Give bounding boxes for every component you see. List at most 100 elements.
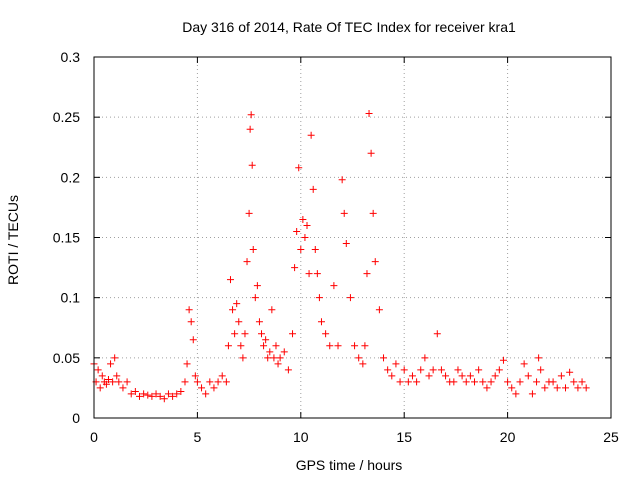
data-point: [342, 240, 350, 248]
y-tick-label: 0: [72, 410, 80, 426]
data-point: [104, 375, 112, 383]
grid-lines: [94, 57, 611, 418]
x-tick-label: 15: [396, 429, 412, 445]
data-point: [479, 378, 487, 386]
data-point: [148, 392, 156, 400]
data-point: [504, 378, 512, 386]
data-point: [392, 360, 400, 368]
data-point: [499, 356, 507, 364]
data-point: [224, 342, 232, 350]
data-point: [235, 318, 243, 326]
data-point: [367, 149, 375, 157]
data-point: [533, 378, 541, 386]
data-point: [578, 378, 586, 386]
data-point: [334, 342, 342, 350]
x-axis-label: GPS time / hours: [296, 457, 403, 473]
data-point: [303, 221, 311, 229]
data-point: [365, 110, 373, 118]
data-point: [421, 354, 429, 362]
data-point: [193, 378, 201, 386]
y-tick-label: 0.15: [53, 230, 80, 246]
data-point: [404, 378, 412, 386]
data-point: [270, 354, 278, 362]
data-point: [152, 390, 160, 398]
data-point: [222, 378, 230, 386]
data-point: [96, 384, 104, 392]
data-point: [123, 378, 131, 386]
data-point: [268, 306, 276, 314]
data-point: [512, 390, 520, 398]
data-point: [363, 270, 371, 278]
data-point: [111, 354, 119, 362]
data-point: [226, 276, 234, 284]
data-point: [258, 330, 266, 338]
data-point: [289, 330, 297, 338]
data-point: [109, 378, 117, 386]
data-point: [562, 384, 570, 392]
data-point: [185, 306, 193, 314]
x-tick-label: 5: [194, 429, 202, 445]
data-point: [119, 384, 127, 392]
data-point: [487, 378, 495, 386]
data-point: [272, 342, 280, 350]
data-point: [291, 264, 299, 272]
data-point: [160, 395, 168, 403]
data-point: [248, 161, 256, 169]
data-point: [206, 378, 214, 386]
data-point: [371, 258, 379, 266]
data-point: [293, 227, 301, 235]
data-point: [570, 378, 578, 386]
data-point: [396, 378, 404, 386]
data-point: [191, 372, 199, 380]
data-point: [276, 354, 284, 362]
data-point: [218, 372, 226, 380]
data-point: [210, 384, 218, 392]
data-point: [255, 318, 263, 326]
data-point: [466, 372, 474, 380]
data-point: [388, 372, 396, 380]
data-point: [408, 372, 416, 380]
data-point: [251, 294, 259, 302]
data-point: [127, 390, 135, 398]
data-point: [582, 384, 590, 392]
data-point: [483, 384, 491, 392]
data-point: [169, 392, 177, 400]
data-point: [495, 366, 503, 374]
data-point: [516, 378, 524, 386]
x-tick-label: 20: [500, 429, 516, 445]
data-point: [340, 209, 348, 217]
data-point: [429, 366, 437, 374]
data-point: [94, 366, 102, 374]
data-point: [231, 330, 239, 338]
data-point: [299, 215, 307, 223]
data-point: [229, 306, 237, 314]
data-point: [214, 378, 222, 386]
data-point: [297, 246, 305, 254]
data-point: [549, 378, 557, 386]
data-point: [574, 384, 582, 392]
data-point: [183, 360, 191, 368]
data-point: [247, 111, 255, 119]
data-point: [102, 380, 110, 388]
y-axis-label: ROTI / TECUs: [5, 195, 21, 285]
data-point: [557, 372, 565, 380]
data-point: [135, 392, 143, 400]
data-point: [274, 360, 282, 368]
data-point: [243, 258, 251, 266]
data-point: [131, 388, 139, 396]
data-point: [400, 366, 408, 374]
y-tick-label: 0.25: [53, 109, 80, 125]
data-point: [462, 378, 470, 386]
data-point: [433, 330, 441, 338]
data-point: [311, 246, 319, 254]
data-point: [260, 342, 268, 350]
data-point: [187, 318, 195, 326]
data-point: [305, 270, 313, 278]
y-tick-label: 0.1: [61, 290, 81, 306]
data-point: [524, 372, 532, 380]
data-point: [346, 294, 354, 302]
data-point: [262, 336, 270, 344]
data-point: [315, 294, 323, 302]
data-point: [437, 366, 445, 374]
